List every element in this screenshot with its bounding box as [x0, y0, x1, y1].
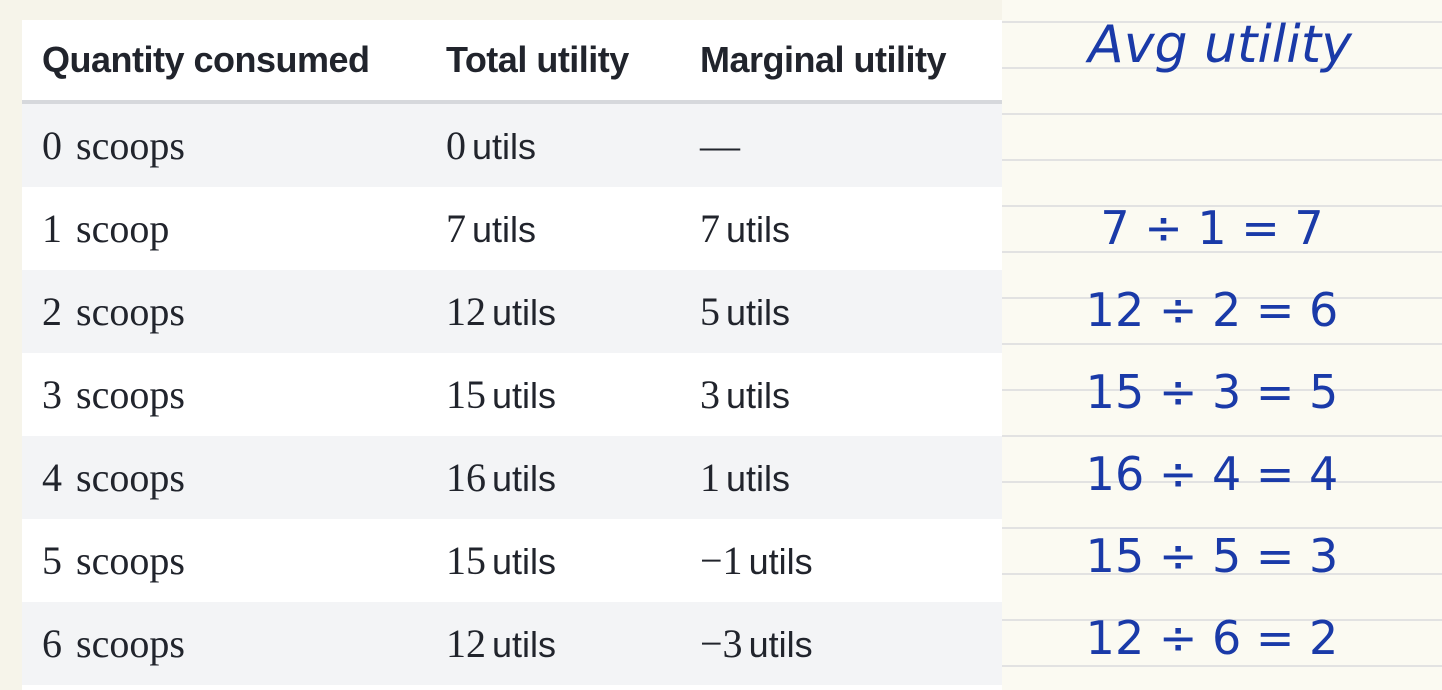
header-row: Quantity consumed Total utility Marginal… [22, 20, 1002, 104]
quantity-cell: 1 scoop [22, 187, 426, 270]
marginal-utility-unit: utils [726, 375, 791, 416]
handwritten-notes: Avg utility 7 ÷ 1 = 7 12 ÷ 2 = 6 15 ÷ 3 = … [1002, 0, 1442, 690]
avg-utility-calculation: 15 ÷ 5 = 3 [1086, 529, 1339, 583]
quantity-unit: scoops [76, 538, 185, 583]
marginal-utility-cell: — [680, 102, 1002, 187]
quantity-unit: scoops [76, 372, 185, 417]
quantity-unit: scoops [76, 123, 185, 168]
quantity-cell: 5 scoops [22, 519, 426, 602]
total-utility-cell: 7 utils [426, 187, 680, 270]
total-utility-cell: 12 utils [426, 602, 680, 685]
marginal-utility-cell: 5 utils [680, 270, 1002, 353]
header-quantity-consumed: Quantity consumed [22, 20, 426, 104]
total-utility-cell: 15 utils [426, 519, 680, 602]
table-row: 3 scoops 15 utils 3 utils [22, 353, 1002, 436]
marginal-utility-unit: utils [748, 541, 813, 582]
total-utility-unit: utils [492, 458, 557, 499]
total-utility-unit: utils [492, 375, 557, 416]
utility-table: Quantity consumed Total utility Marginal… [22, 20, 1002, 685]
avg-utility-calculation: 12 ÷ 2 = 6 [1086, 283, 1339, 337]
marginal-utility-cell: −1 utils [680, 519, 1002, 602]
table-row: 2 scoops 12 utils 5 utils [22, 270, 1002, 353]
marginal-utility-cell: 3 utils [680, 353, 1002, 436]
total-utility-cell: 15 utils [426, 353, 680, 436]
total-utility-value: 12 [446, 621, 486, 666]
avg-utility-title: Avg utility [1085, 15, 1353, 75]
quantity-unit: scoops [76, 621, 185, 666]
total-utility-unit: utils [492, 292, 557, 333]
marginal-utility-cell: 1 utils [680, 436, 1002, 519]
marginal-utility-cell: 7 utils [680, 187, 1002, 270]
total-utility-cell: 0 utils [426, 102, 680, 187]
marginal-utility-value: 3 [700, 372, 720, 417]
marginal-utility-unit: utils [726, 458, 791, 499]
quantity-value: 1 [42, 206, 62, 251]
utility-table-card: Quantity consumed Total utility Marginal… [22, 20, 1002, 690]
quantity-value: 0 [42, 123, 62, 168]
quantity-cell: 2 scoops [22, 270, 426, 353]
quantity-value: 4 [42, 455, 62, 500]
total-utility-unit: utils [492, 541, 557, 582]
total-utility-value: 12 [446, 289, 486, 334]
total-utility-cell: 12 utils [426, 270, 680, 353]
total-utility-unit: utils [492, 624, 557, 665]
table-row: 1 scoop 7 utils 7 utils [22, 187, 1002, 270]
total-utility-unit: utils [472, 209, 537, 250]
total-utility-value: 7 [446, 206, 466, 251]
marginal-utility-unit: utils [748, 624, 813, 665]
quantity-cell: 4 scoops [22, 436, 426, 519]
quantity-unit: scoops [76, 455, 185, 500]
header-marginal-utility: Marginal utility [680, 20, 1002, 104]
quantity-unit: scoop [76, 206, 170, 251]
avg-utility-calculation: 16 ÷ 4 = 4 [1086, 447, 1339, 501]
quantity-value: 3 [42, 372, 62, 417]
total-utility-value: 15 [446, 538, 486, 583]
marginal-utility-value: — [700, 123, 740, 168]
quantity-unit: scoops [76, 289, 185, 334]
marginal-utility-value: −1 [700, 538, 743, 583]
avg-utility-calculation: 12 ÷ 6 = 2 [1086, 611, 1339, 665]
total-utility-value: 16 [446, 455, 486, 500]
marginal-utility-value: 5 [700, 289, 720, 334]
avg-utility-calculation: 15 ÷ 3 = 5 [1086, 365, 1339, 419]
marginal-utility-unit: utils [726, 209, 791, 250]
table-row: 0 scoops 0 utils — [22, 102, 1002, 187]
quantity-value: 6 [42, 621, 62, 666]
quantity-value: 2 [42, 289, 62, 334]
marginal-utility-cell: −3 utils [680, 602, 1002, 685]
avg-utility-calculation: 7 ÷ 1 = 7 [1100, 201, 1323, 255]
table-row: 6 scoops 12 utils −3 utils [22, 602, 1002, 685]
marginal-utility-unit: utils [726, 292, 791, 333]
table-row: 4 scoops 16 utils 1 utils [22, 436, 1002, 519]
table-row: 5 scoops 15 utils −1 utils [22, 519, 1002, 602]
total-utility-value: 15 [446, 372, 486, 417]
quantity-value: 5 [42, 538, 62, 583]
quantity-cell: 6 scoops [22, 602, 426, 685]
marginal-utility-value: 7 [700, 206, 720, 251]
header-total-utility: Total utility [426, 20, 680, 104]
marginal-utility-value: 1 [700, 455, 720, 500]
quantity-cell: 3 scoops [22, 353, 426, 436]
total-utility-value: 0 [446, 123, 466, 168]
total-utility-unit: utils [472, 126, 537, 167]
notebook-page: Avg utility 7 ÷ 1 = 7 12 ÷ 2 = 6 15 ÷ 3 = … [1002, 15, 1442, 667]
total-utility-cell: 16 utils [426, 436, 680, 519]
quantity-cell: 0 scoops [22, 102, 426, 187]
marginal-utility-value: −3 [700, 621, 743, 666]
